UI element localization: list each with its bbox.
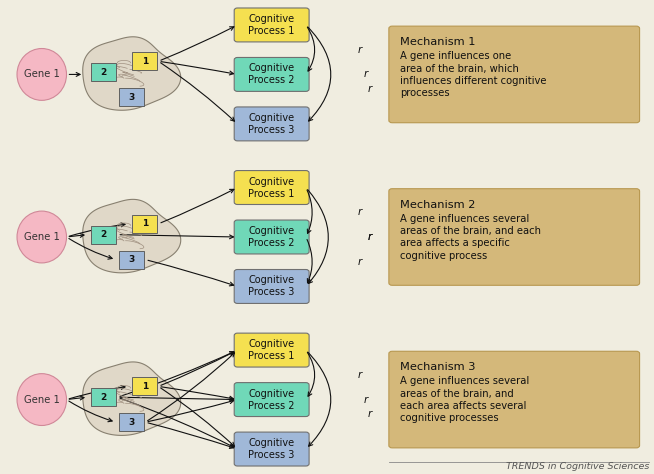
- Text: TRENDS in Cognitive Sciences: TRENDS in Cognitive Sciences: [506, 462, 649, 471]
- FancyBboxPatch shape: [234, 171, 309, 204]
- Text: A gene influences one
area of the brain, which
influences different cognitive
pr: A gene influences one area of the brain,…: [400, 51, 547, 98]
- Text: Gene 1: Gene 1: [24, 232, 60, 242]
- FancyBboxPatch shape: [389, 26, 640, 123]
- FancyBboxPatch shape: [92, 63, 116, 81]
- FancyBboxPatch shape: [389, 189, 640, 285]
- Text: 3: 3: [128, 92, 135, 101]
- Text: r: r: [358, 207, 362, 217]
- Text: Cognitive
Process 1: Cognitive Process 1: [249, 14, 295, 36]
- Text: Mechanism 2: Mechanism 2: [400, 200, 475, 210]
- Text: 1: 1: [141, 219, 148, 228]
- FancyBboxPatch shape: [234, 57, 309, 91]
- Text: r: r: [364, 394, 368, 405]
- Text: 2: 2: [101, 68, 107, 77]
- FancyBboxPatch shape: [234, 333, 309, 367]
- Text: Gene 1: Gene 1: [24, 69, 60, 80]
- FancyBboxPatch shape: [132, 215, 157, 233]
- Text: 2: 2: [101, 230, 107, 239]
- FancyBboxPatch shape: [234, 220, 309, 254]
- Text: r: r: [367, 410, 371, 419]
- Text: 2: 2: [101, 393, 107, 402]
- FancyBboxPatch shape: [389, 351, 640, 448]
- Polygon shape: [82, 200, 181, 273]
- FancyBboxPatch shape: [92, 388, 116, 406]
- Text: r: r: [367, 84, 371, 94]
- FancyBboxPatch shape: [92, 226, 116, 244]
- Text: r: r: [367, 232, 371, 242]
- Text: A gene influences several
areas of the brain, and each
area affects a specific
c: A gene influences several areas of the b…: [400, 214, 541, 261]
- Ellipse shape: [17, 374, 67, 426]
- Text: Cognitive
Process 1: Cognitive Process 1: [249, 176, 295, 199]
- FancyBboxPatch shape: [234, 383, 309, 417]
- FancyBboxPatch shape: [119, 251, 144, 269]
- FancyBboxPatch shape: [234, 8, 309, 42]
- Text: Mechanism 3: Mechanism 3: [400, 362, 475, 372]
- Ellipse shape: [17, 211, 67, 263]
- Text: r: r: [358, 45, 362, 55]
- Ellipse shape: [17, 48, 67, 100]
- Text: Mechanism 1: Mechanism 1: [400, 37, 475, 47]
- FancyBboxPatch shape: [119, 413, 144, 431]
- Text: Cognitive
Process 1: Cognitive Process 1: [249, 339, 295, 361]
- Text: r: r: [367, 232, 371, 242]
- FancyBboxPatch shape: [234, 107, 309, 141]
- Text: 3: 3: [128, 418, 135, 427]
- Text: Cognitive
Process 3: Cognitive Process 3: [249, 275, 295, 298]
- FancyBboxPatch shape: [132, 52, 157, 70]
- Text: 1: 1: [141, 382, 148, 391]
- FancyBboxPatch shape: [234, 270, 309, 303]
- Text: Cognitive
Process 2: Cognitive Process 2: [249, 64, 295, 85]
- Polygon shape: [82, 362, 181, 436]
- Polygon shape: [82, 37, 181, 110]
- Text: 3: 3: [128, 255, 135, 264]
- Text: Cognitive
Process 3: Cognitive Process 3: [249, 113, 295, 135]
- Text: Gene 1: Gene 1: [24, 394, 60, 405]
- Text: Cognitive
Process 3: Cognitive Process 3: [249, 438, 295, 460]
- FancyBboxPatch shape: [234, 432, 309, 466]
- FancyBboxPatch shape: [132, 377, 157, 395]
- FancyBboxPatch shape: [119, 88, 144, 106]
- Text: r: r: [358, 257, 362, 267]
- Text: 1: 1: [141, 57, 148, 66]
- Text: r: r: [364, 69, 368, 80]
- Text: Cognitive
Process 2: Cognitive Process 2: [249, 389, 295, 410]
- Text: A gene influences several
areas of the brain, and
each area affects several
cogn: A gene influences several areas of the b…: [400, 376, 529, 423]
- Text: r: r: [358, 370, 362, 380]
- Text: Cognitive
Process 2: Cognitive Process 2: [249, 226, 295, 248]
